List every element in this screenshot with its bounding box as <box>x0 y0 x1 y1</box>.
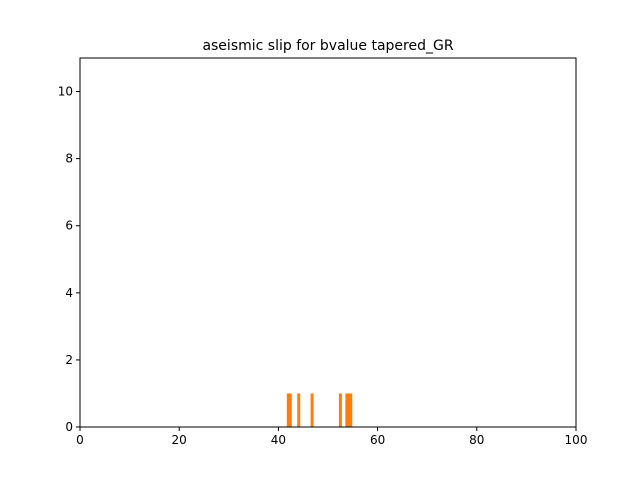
x-tick-label: 0 <box>76 433 84 447</box>
x-tick-label: 40 <box>271 433 286 447</box>
bar <box>310 393 314 427</box>
bars-group <box>286 393 353 427</box>
x-axis: 0 20 40 60 80 100 <box>76 427 587 447</box>
y-tick-label: 6 <box>65 219 73 233</box>
bar <box>347 393 351 427</box>
y-axis: 0 2 4 6 8 10 <box>58 85 80 434</box>
y-tick-label: 0 <box>65 420 73 434</box>
y-tick-label: 2 <box>65 353 73 367</box>
y-tick-label: 8 <box>65 152 73 166</box>
bar <box>286 393 290 427</box>
bar <box>297 393 301 427</box>
chart-title: aseismic slip for bvalue tapered_GR <box>202 38 453 54</box>
bar <box>349 393 353 427</box>
bar <box>288 393 292 427</box>
bar <box>338 393 342 427</box>
x-tick-label: 80 <box>469 433 484 447</box>
x-tick-label: 60 <box>370 433 385 447</box>
bar <box>345 393 349 427</box>
x-tick-label: 100 <box>565 433 588 447</box>
y-tick-label: 4 <box>65 286 73 300</box>
y-tick-label: 10 <box>58 85 73 99</box>
x-tick-label: 20 <box>172 433 187 447</box>
plot-frame <box>79 57 577 428</box>
